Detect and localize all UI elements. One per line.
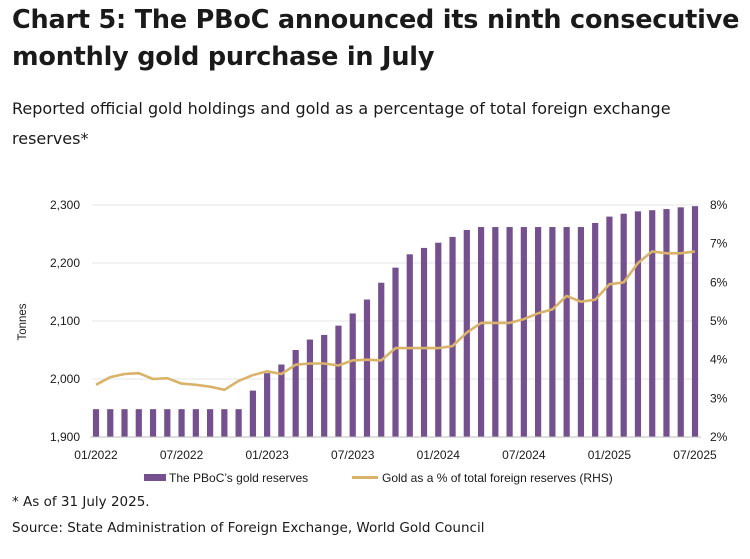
bar (492, 227, 499, 437)
bar (477, 227, 485, 437)
bar (121, 409, 128, 437)
bar (606, 216, 613, 437)
x-tick-label: 01/2022 (74, 448, 118, 462)
y2-tick-label: 3% (710, 391, 728, 405)
chart-title: Chart 5: The PBoC announced its ninth co… (12, 5, 740, 72)
bar (663, 209, 670, 437)
bar (549, 227, 556, 437)
bar (292, 350, 299, 437)
bar (520, 227, 527, 437)
y-tick-label: 2,200 (50, 256, 80, 270)
bar (349, 313, 356, 437)
bar (677, 207, 684, 437)
y2-tick-label: 4% (710, 353, 728, 367)
x-tick-label: 07/2023 (331, 448, 375, 462)
chart-area: 1,900 2,000 2,100 2,200 2,300 2% 3% 4% 5% 6% 7% 8% 0… (17, 198, 728, 485)
x-tick-label: 01/2024 (417, 448, 461, 462)
y2-tick-label: 8% (710, 198, 728, 212)
axes: 1,900 2,000 2,100 2,200 2,300 2% 3% 4% 5% 6% 7% 8% 0… (50, 198, 728, 462)
bar (149, 409, 157, 437)
y2-tick-label: 6% (710, 275, 728, 289)
bar (506, 227, 513, 437)
legend-swatch-line (352, 476, 378, 479)
x-tick-label: 01/2025 (588, 448, 632, 462)
bar (563, 227, 570, 437)
legend: The PBoC’s gold reserves Gold as a % of … (144, 471, 613, 485)
bar (321, 334, 328, 437)
y2-tick-label: 2% (710, 430, 728, 444)
line-series-path (95, 250, 696, 392)
bar (92, 409, 100, 437)
bar (535, 227, 542, 437)
bar (363, 299, 371, 437)
chart-subtitle: Reported official gold holdings and gold… (12, 99, 671, 148)
bar (577, 227, 585, 437)
bar (249, 390, 256, 437)
y-tick-label: 2,300 (50, 198, 80, 212)
bar (335, 325, 342, 437)
bar (278, 364, 285, 437)
footnote: * As of 31 July 2025. (12, 494, 150, 510)
bar (221, 409, 228, 437)
legend-swatch-bar (144, 474, 166, 481)
bar (420, 247, 428, 437)
y-axis-label: Tonnes (17, 303, 29, 340)
bar (164, 409, 171, 437)
bar (306, 339, 314, 437)
bar (435, 242, 442, 437)
bar (235, 409, 242, 437)
bar (691, 206, 699, 437)
bar (406, 254, 413, 437)
bar (178, 409, 185, 437)
source-note: Source: State Administration of Foreign … (12, 520, 485, 536)
bar-series (92, 206, 699, 437)
y-tick-label: 2,100 (50, 314, 80, 328)
bar (392, 267, 399, 437)
x-tick-label: 01/2023 (245, 448, 289, 462)
x-tick-label: 07/2022 (160, 448, 204, 462)
bar (634, 211, 642, 437)
bar (192, 409, 199, 437)
line-series (95, 250, 696, 392)
bar (264, 373, 271, 437)
legend-label-bar: The PBoC’s gold reserves (169, 471, 308, 485)
x-tick-label: 07/2024 (502, 448, 546, 462)
x-tick-label: 07/2025 (673, 448, 717, 462)
bar (449, 236, 456, 437)
y-tick-label: 2,000 (50, 372, 80, 386)
bar (592, 222, 599, 437)
bar (620, 213, 627, 437)
y2-tick-label: 5% (710, 314, 728, 328)
y2-tick-label: 7% (710, 237, 728, 251)
bar (135, 409, 142, 437)
bar (206, 409, 214, 437)
y-tick-label: 1,900 (50, 430, 80, 444)
bar (107, 409, 114, 437)
legend-label-line: Gold as a % of total foreign reserves (R… (382, 471, 613, 485)
bar (649, 210, 656, 437)
